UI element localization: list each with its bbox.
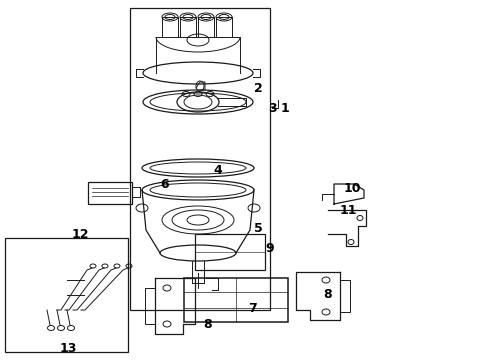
Text: 13: 13 — [59, 342, 77, 355]
Text: 10: 10 — [343, 181, 361, 194]
Text: 7: 7 — [247, 302, 256, 315]
Text: 2: 2 — [254, 81, 262, 94]
Text: 9: 9 — [266, 242, 274, 255]
Bar — [5, 238, 128, 352]
Bar — [195, 234, 265, 270]
Text: 4: 4 — [214, 163, 222, 176]
Text: 6: 6 — [161, 179, 170, 192]
Text: 5: 5 — [254, 221, 262, 234]
Bar — [184, 278, 288, 322]
Bar — [130, 8, 270, 310]
Bar — [88, 182, 132, 204]
Text: 1: 1 — [281, 102, 290, 114]
Text: 8: 8 — [204, 319, 212, 332]
Text: 3: 3 — [268, 102, 276, 114]
Text: 12: 12 — [71, 229, 89, 242]
Text: 8: 8 — [324, 288, 332, 302]
Text: 11: 11 — [339, 203, 357, 216]
